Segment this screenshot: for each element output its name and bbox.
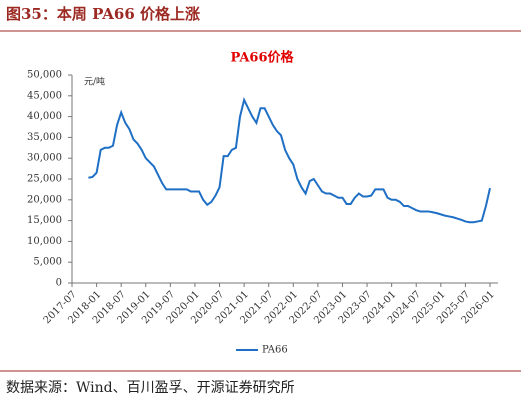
y-tick-label: 5,000 [33, 257, 62, 268]
figure-caption: 图35：本周 PA66 价格上涨 [6, 5, 200, 23]
y-tick-label: 10,000 [27, 236, 62, 247]
y-unit: 元/吨 [84, 76, 105, 88]
y-tick-label: 30,000 [27, 153, 62, 164]
y-tick-label: 40,000 [27, 111, 62, 122]
chart-title: PA66价格 [230, 50, 294, 66]
y-tick-label: 15,000 [27, 215, 62, 226]
y-tick-label: 20,000 [27, 194, 62, 205]
y-tick-label: 50,000 [27, 70, 62, 81]
source: 数据来源：Wind、百川盈孚、开源证券研究所 [6, 380, 295, 396]
y-tick-label: 25,000 [27, 174, 62, 185]
legend-label: PA66 [262, 345, 288, 356]
series-line [88, 97, 491, 224]
y-tick-label: 45,000 [27, 90, 62, 101]
y-tick-label: 0 [56, 278, 62, 289]
y-tick-label: 35,000 [27, 132, 62, 143]
